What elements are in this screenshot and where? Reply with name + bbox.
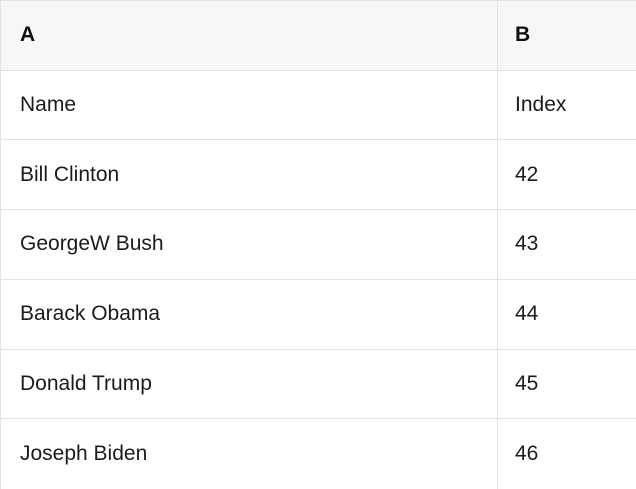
cell-name[interactable]: Barack Obama bbox=[1, 279, 498, 349]
cell-name[interactable]: Joseph Biden bbox=[1, 419, 498, 489]
column-header-b[interactable]: B bbox=[515, 23, 531, 47]
table-row: Joseph Biden 46 bbox=[1, 419, 636, 489]
cell-index[interactable]: 43 bbox=[515, 232, 539, 256]
column-header-a[interactable]: A bbox=[1, 1, 498, 70]
cell-index[interactable]: 42 bbox=[515, 162, 539, 186]
table-row: Bill Clinton 42 bbox=[1, 140, 636, 211]
table-row: GeorgeW Bush 43 bbox=[1, 210, 636, 280]
cell-index[interactable]: 46 bbox=[515, 442, 539, 466]
cell-name-header[interactable]: Name bbox=[1, 70, 498, 140]
cell-index[interactable]: 44 bbox=[515, 302, 539, 326]
table-row: Donald Trump 45 bbox=[1, 349, 636, 420]
cell-index-header[interactable]: Index bbox=[515, 93, 567, 117]
table-row-field-names: Name Index bbox=[1, 70, 636, 141]
table-row: Barack Obama 44 bbox=[1, 279, 636, 350]
cell-name[interactable]: Donald Trump bbox=[1, 349, 498, 419]
cell-index[interactable]: 45 bbox=[515, 371, 539, 395]
cell-name[interactable]: GeorgeW Bush bbox=[1, 210, 498, 279]
table-header-row: A B bbox=[1, 1, 636, 71]
cell-name[interactable]: Bill Clinton bbox=[1, 140, 498, 210]
